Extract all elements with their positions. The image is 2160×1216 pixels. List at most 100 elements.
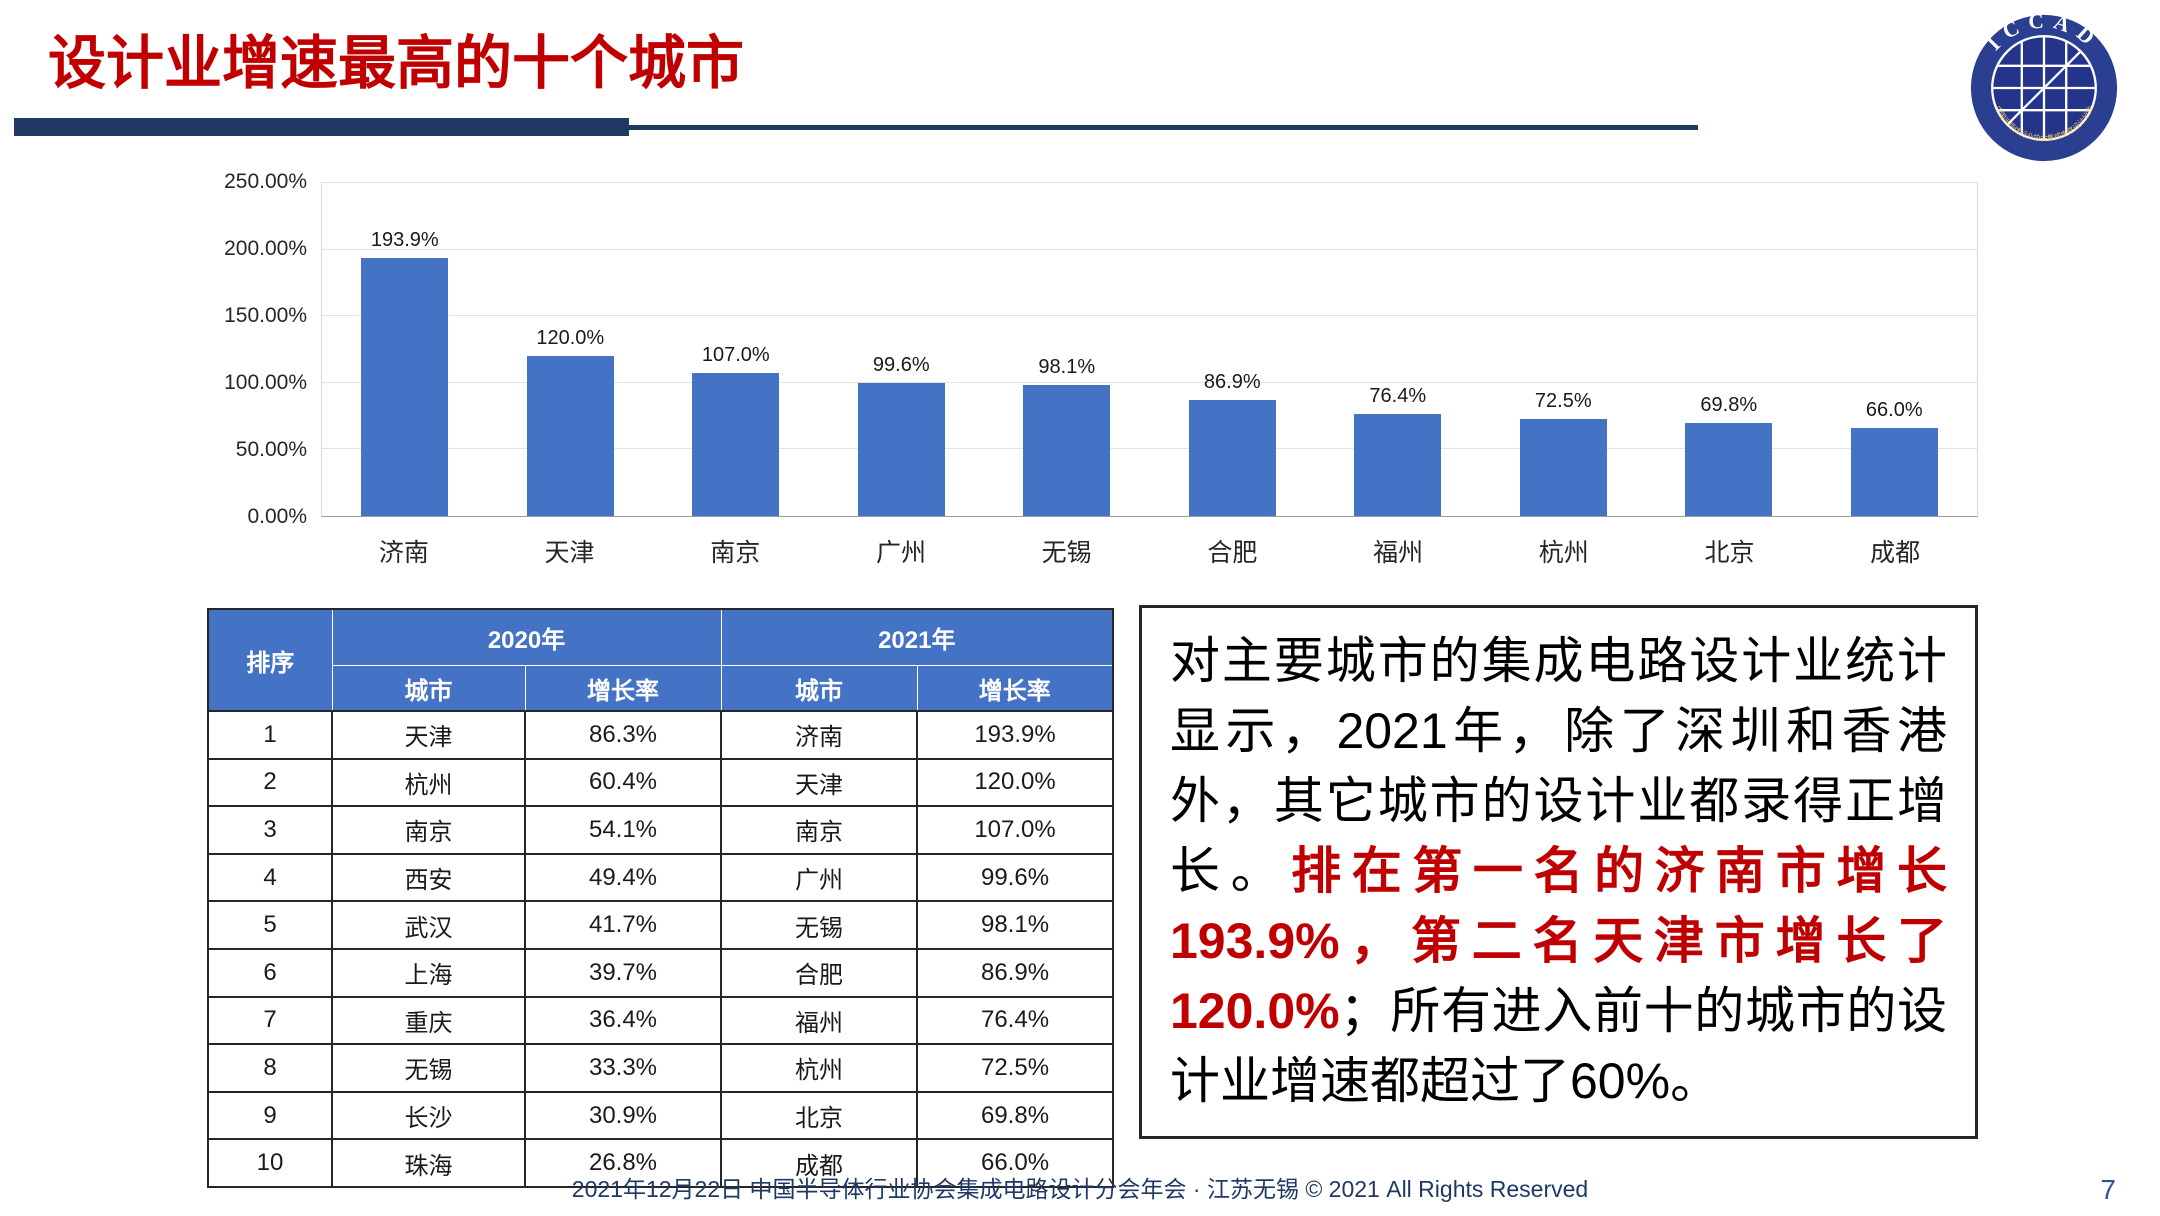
bar-value-label: 69.8% — [1700, 394, 1758, 417]
growth-2020-cell: 54.1% — [523, 805, 723, 855]
bar-value-label: 66.0% — [1865, 399, 1923, 422]
note-text-red: 排在第一名的济南市增长193.9%，第二名天津市增长了120.0% — [1170, 843, 1948, 1039]
bar-北京 — [1685, 423, 1773, 516]
city-2020-cell: 南京 — [331, 805, 526, 855]
bar-slot: 76.4% — [1315, 183, 1481, 516]
city-2021-cell: 杭州 — [720, 1043, 919, 1093]
title-underline-thick — [14, 118, 629, 136]
city-2021-cell: 南京 — [720, 805, 919, 855]
y-axis-label: 200.00% — [224, 237, 307, 260]
bar-value-label: 76.4% — [1369, 385, 1427, 408]
rank-cell: 6 — [207, 947, 333, 998]
bar-天津 — [526, 356, 614, 516]
bar-slot: 72.5% — [1481, 183, 1647, 516]
rank-cell: 2 — [207, 757, 333, 808]
title-underline — [14, 118, 1698, 136]
table-row: 5 武汉 41.7% 无锡 98.1% — [207, 900, 1115, 950]
bar-chart: 0.00% 50.00% 100.00% 150.00% 200.00% 250.00% … — [224, 170, 1978, 569]
table-row: 8 无锡 33.3% 杭州 72.5% — [207, 1043, 1115, 1093]
rank-cell: 5 — [207, 900, 333, 950]
bar-slot: 120.0% — [488, 183, 654, 516]
growth-2020-cell: 30.9% — [523, 1090, 723, 1141]
city-2020-cell: 珠海 — [331, 1138, 526, 1188]
x-axis-label: 福州 — [1373, 539, 1424, 567]
col-header-growth-2020: 增长率 — [524, 665, 722, 712]
gridline — [322, 182, 1977, 183]
bar-南京 — [692, 373, 780, 516]
table-row: 6 上海 39.7% 合肥 86.9% — [207, 947, 1115, 998]
y-axis-label: 250.00% — [224, 170, 307, 193]
note-text-black-2: ；所有进入前十的城市的设计业增速都超过了60%。 — [1170, 983, 1947, 1109]
city-2021-cell: 成都 — [720, 1138, 919, 1188]
col-header-rank: 排序 — [207, 608, 333, 712]
x-axis-label: 杭州 — [1538, 539, 1589, 567]
rank-cell: 10 — [207, 1138, 333, 1188]
col-header-city-2020: 城市 — [331, 665, 526, 712]
x-axis-label: 合肥 — [1207, 539, 1258, 567]
growth-2020-cell: 49.4% — [523, 852, 723, 903]
bars: 193.9% 120.0% 107.0% 99.6% 98.1% 86.9% 76.4% 72… — [322, 183, 1977, 516]
x-axis-label: 无锡 — [1041, 539, 1092, 567]
table-row: 7 重庆 36.4% 福州 76.4% — [207, 995, 1115, 1046]
table-row: 4 西安 49.4% 广州 99.6% — [207, 852, 1115, 903]
table-row: 3 南京 54.1% 南京 107.0% — [207, 805, 1115, 855]
x-axis-label: 广州 — [875, 539, 926, 567]
x-axis-label: 北京 — [1704, 539, 1755, 567]
x-axis: 济南 天津 南京 广州 无锡 合肥 福州 杭州 北京 成都 — [321, 533, 1978, 569]
y-axis-label: 0.00% — [247, 505, 307, 528]
growth-2020-cell: 41.7% — [523, 900, 723, 950]
city-2021-cell: 济南 — [720, 710, 919, 760]
growth-2021-cell: 99.6% — [916, 852, 1115, 903]
growth-2021-cell: 66.0% — [916, 1138, 1115, 1188]
growth-2021-cell: 86.9% — [916, 947, 1115, 998]
city-2021-cell: 天津 — [720, 757, 919, 808]
bar-合肥 — [1188, 400, 1276, 516]
city-2020-cell: 重庆 — [331, 995, 526, 1046]
growth-2021-cell: 98.1% — [916, 900, 1115, 950]
bar-slot: 107.0% — [653, 183, 819, 516]
growth-2021-cell: 120.0% — [916, 757, 1115, 808]
bar-slot: 86.9% — [1150, 183, 1316, 516]
table-row: 2 杭州 60.4% 天津 120.0% — [207, 757, 1115, 808]
bar-杭州 — [1519, 419, 1607, 516]
note-text-black-1: 对主要城市的集成电路设计业统计显示，2021年，除了深圳和香港外，其它城市的设计… — [1170, 633, 1947, 899]
bar-value-label: 98.1% — [1038, 356, 1096, 379]
col-header-2020: 2020年 — [331, 608, 722, 666]
city-2021-cell: 广州 — [720, 852, 919, 903]
bar-slot: 66.0% — [1812, 183, 1978, 516]
city-2020-cell: 武汉 — [331, 900, 526, 950]
bar-value-label: 99.6% — [872, 354, 930, 377]
bar-slot: 193.9% — [322, 183, 488, 516]
bar-value-label: 72.5% — [1534, 390, 1592, 413]
x-axis-label: 南京 — [710, 539, 761, 567]
col-header-growth-2021: 增长率 — [916, 665, 1114, 712]
table-row: 10 珠海 26.8% 成都 66.0% — [207, 1138, 1115, 1188]
bar-value-label: 193.9% — [370, 228, 439, 251]
rank-cell: 9 — [207, 1090, 333, 1141]
gridline — [322, 315, 1977, 317]
ranking-table: 排序 2020年 2021年 城市 增长率 城市 增长率 1 天津 86.3% 济南 1… — [207, 608, 1115, 1188]
table-row: 1 天津 86.3% 济南 193.9% — [207, 710, 1115, 760]
bar-slot: 69.8% — [1646, 183, 1812, 516]
bar-value-label: 86.9% — [1203, 371, 1261, 394]
growth-2020-cell: 36.4% — [523, 995, 723, 1046]
bar-济南 — [361, 257, 449, 516]
note-box: 对主要城市的集成电路设计业统计显示，2021年，除了深圳和香港外，其它城市的设计… — [1139, 605, 1978, 1139]
growth-2020-cell: 86.3% — [523, 710, 723, 760]
x-axis-label: 成都 — [1870, 539, 1921, 567]
growth-2021-cell: 69.8% — [916, 1090, 1115, 1141]
circuit-grid-icon — [1993, 37, 2095, 139]
gridline — [322, 381, 1977, 383]
growth-2021-cell: 107.0% — [916, 805, 1115, 855]
col-header-city-2021: 城市 — [720, 665, 918, 712]
bar-value-label: 120.0% — [536, 327, 605, 350]
x-axis-label: 济南 — [378, 539, 429, 567]
rank-cell: 4 — [207, 852, 333, 903]
city-2020-cell: 上海 — [331, 947, 526, 998]
gridline — [322, 248, 1977, 250]
bar-广州 — [857, 383, 945, 516]
y-axis-label: 100.00% — [224, 371, 307, 394]
rank-cell: 7 — [207, 995, 333, 1046]
city-2020-cell: 西安 — [331, 852, 526, 903]
city-2020-cell: 杭州 — [331, 757, 526, 808]
